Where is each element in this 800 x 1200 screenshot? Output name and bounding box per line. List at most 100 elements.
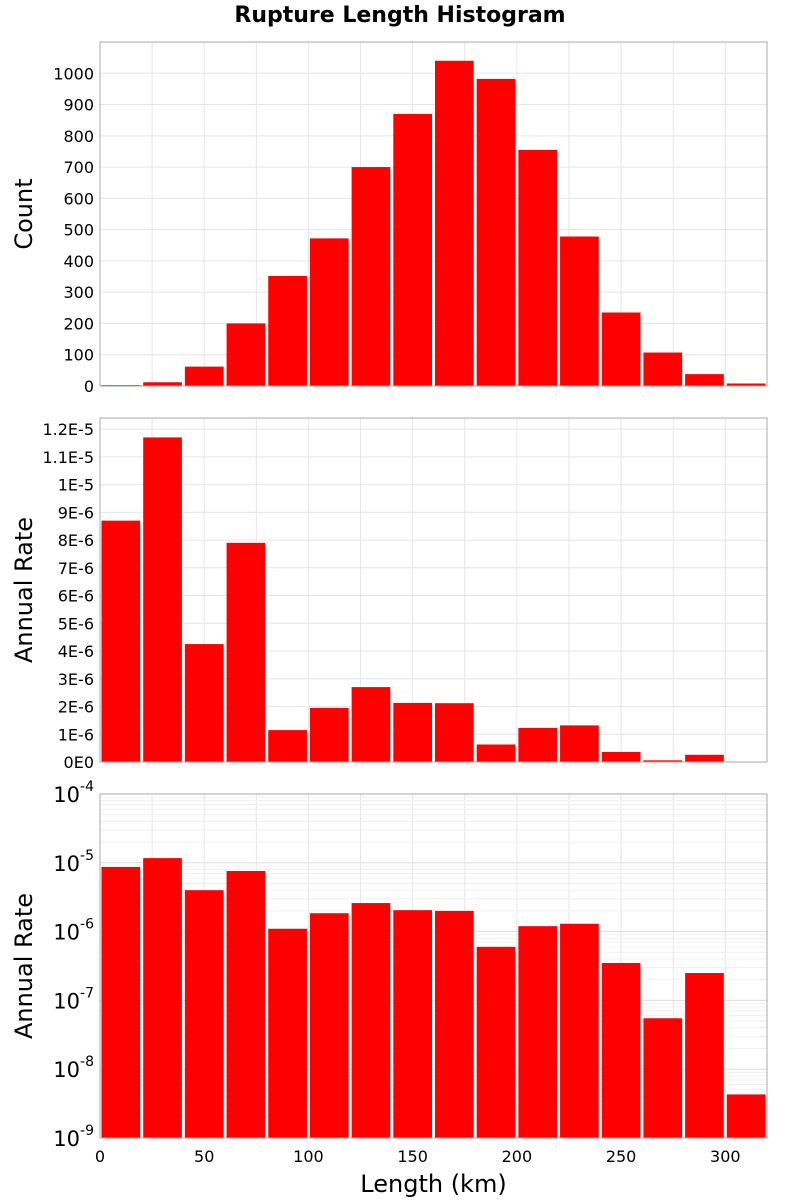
bar — [435, 60, 474, 386]
bar — [393, 702, 432, 762]
bar — [685, 754, 724, 762]
bar — [351, 167, 391, 386]
bar — [184, 366, 224, 386]
bar — [518, 149, 558, 386]
bar — [351, 687, 391, 762]
bar — [435, 910, 474, 1138]
y-tick-label: 900 — [63, 96, 94, 115]
y-tick-label: 1.2E-5 — [42, 420, 94, 439]
y-tick-exponent: -8 — [80, 1054, 94, 1070]
bar — [351, 903, 391, 1138]
y-tick-label: 4E-6 — [58, 642, 94, 661]
y-tick-label: 3E-6 — [58, 670, 94, 689]
y-tick-label: 1000 — [53, 64, 94, 83]
y-axis-label: Count — [10, 178, 38, 249]
y-tick-label: 10-7 — [53, 985, 94, 1013]
y-tick-label: 1.1E-5 — [42, 448, 94, 467]
bar — [560, 923, 599, 1138]
bar — [643, 760, 683, 762]
bar — [226, 323, 266, 386]
bar — [143, 437, 182, 762]
y-tick-label: 10-4 — [53, 779, 94, 807]
bar — [101, 520, 141, 762]
y-tick-label: 8E-6 — [58, 531, 94, 550]
y-tick-label: 10-5 — [53, 848, 94, 876]
y-tick-label: 800 — [63, 127, 94, 146]
bar — [560, 236, 599, 386]
y-tick-label: 100 — [63, 346, 94, 365]
y-tick-base: 10 — [53, 852, 80, 876]
bar — [726, 1094, 766, 1138]
chart-title: Rupture Length Histogram — [234, 3, 566, 28]
y-tick-label: 200 — [63, 314, 94, 333]
y-tick-exponent: -7 — [80, 985, 94, 1001]
plot-frame — [99, 41, 768, 387]
bar — [143, 382, 182, 386]
bar — [268, 275, 307, 386]
bar — [476, 744, 516, 762]
bar — [268, 730, 307, 762]
y-tick-label: 600 — [63, 189, 94, 208]
bar — [184, 644, 224, 762]
y-axis-label: Annual Rate — [10, 517, 38, 663]
x-tick-label: 200 — [502, 1147, 533, 1166]
y-tick-base: 10 — [53, 921, 80, 945]
x-tick-label: 300 — [710, 1147, 741, 1166]
bar — [726, 383, 766, 386]
y-tick-exponent: -9 — [80, 1123, 94, 1139]
bar — [393, 113, 432, 386]
bar — [476, 78, 516, 386]
y-tick-label: 10-9 — [53, 1123, 94, 1151]
y-tick-label: 500 — [63, 221, 94, 240]
x-tick-label: 0 — [95, 1147, 105, 1166]
chart-panel-2: 0E0 1E-6 2E-6 3E-6 4E-6 5E-6 6E-6 7E-6 8E-6 9E-6 1… — [10, 417, 768, 772]
y-tick-label: 2E-6 — [58, 698, 94, 717]
y-tick-exponent: -4 — [80, 779, 94, 795]
bar — [476, 946, 516, 1138]
y-tick-label: 7E-6 — [58, 559, 94, 578]
y-tick-label: 0 — [84, 377, 94, 396]
bar — [309, 707, 349, 762]
bar — [601, 312, 641, 386]
y-tick-label: 10-6 — [53, 917, 94, 945]
bar — [101, 866, 141, 1138]
bar — [309, 238, 349, 386]
bar — [393, 910, 432, 1138]
bar — [560, 725, 599, 762]
y-tick-label: 6E-6 — [58, 587, 94, 606]
bar — [226, 871, 266, 1138]
plot-frame — [99, 417, 768, 763]
bar — [309, 913, 349, 1138]
bar — [435, 703, 474, 762]
y-tick-exponent: -5 — [80, 848, 94, 864]
bar — [601, 752, 641, 762]
y-tick-label: 0E0 — [64, 753, 94, 772]
y-tick-label: 10-8 — [53, 1054, 94, 1082]
y-tick-exponent: -6 — [80, 917, 94, 933]
y-tick-label: 400 — [63, 252, 94, 271]
bar — [601, 962, 641, 1138]
x-tick-label: 50 — [194, 1147, 214, 1166]
bar — [518, 926, 558, 1138]
y-tick-base: 10 — [53, 1127, 80, 1151]
y-axis-label: Annual Rate — [10, 893, 38, 1039]
bar — [518, 727, 558, 762]
y-tick-label: 5E-6 — [58, 614, 94, 633]
y-tick-label: 9E-6 — [58, 503, 94, 522]
y-tick-base: 10 — [53, 989, 80, 1013]
bar — [226, 542, 266, 762]
y-tick-label: 1E-6 — [58, 725, 94, 744]
y-tick-base: 10 — [53, 783, 80, 807]
y-tick-label: 700 — [63, 158, 94, 177]
chart-panel-1: 0 100 200 300 400 500 600 700 800 900 1000 Count — [10, 41, 768, 396]
plot-frame — [99, 793, 768, 1139]
bar — [643, 352, 683, 386]
bar — [184, 890, 224, 1138]
y-tick-base: 10 — [53, 1058, 80, 1082]
x-tick-label: 100 — [293, 1147, 324, 1166]
bar — [685, 374, 724, 386]
bar — [143, 858, 182, 1138]
